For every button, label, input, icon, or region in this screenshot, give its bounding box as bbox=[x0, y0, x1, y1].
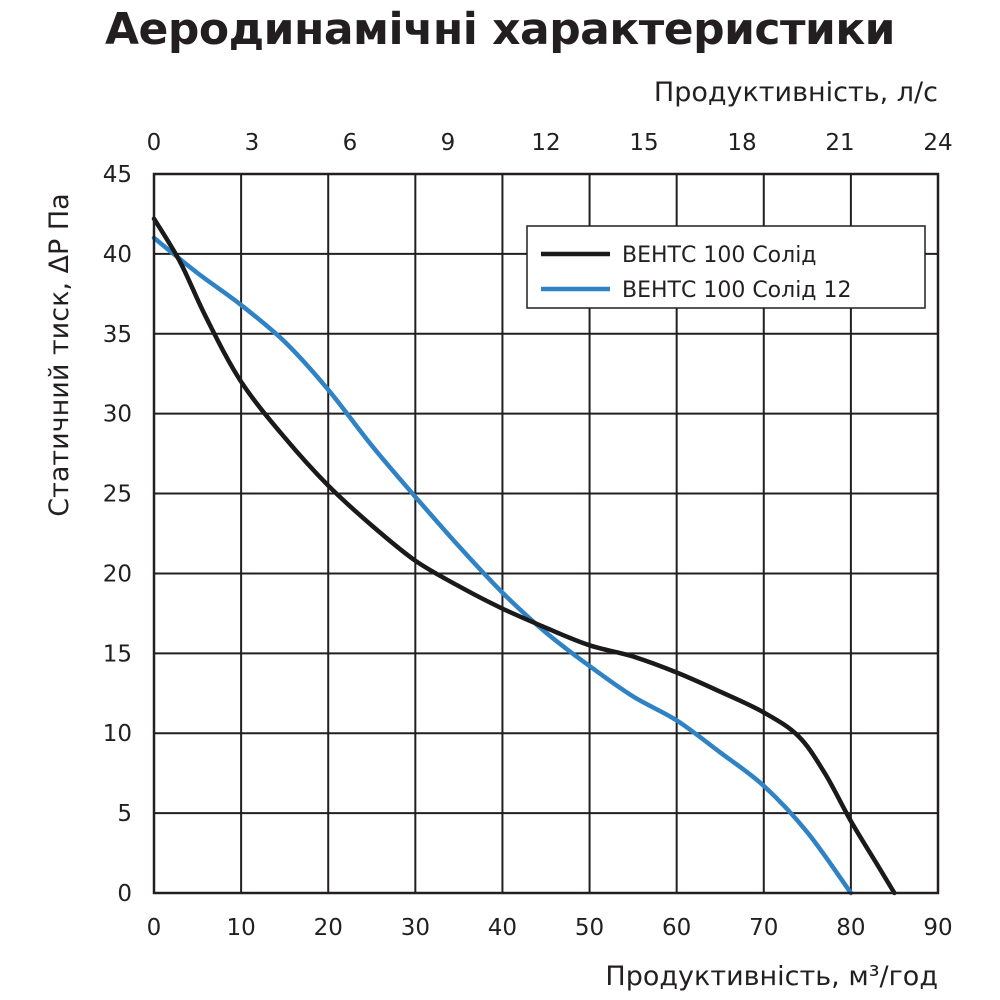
legend-label-1: ВЕНТС 100 Солід 12 bbox=[622, 278, 852, 303]
y-tick-label: 35 bbox=[103, 322, 132, 348]
y-tick-label: 0 bbox=[117, 881, 132, 907]
y-tick-label: 5 bbox=[117, 801, 132, 827]
y-tick-label: 25 bbox=[103, 482, 132, 508]
x2-tick-label: 15 bbox=[629, 130, 658, 156]
series-line-1 bbox=[151, 235, 854, 896]
x-tick-label: 70 bbox=[749, 915, 778, 941]
x-tick-label: 30 bbox=[401, 915, 430, 941]
x-axis-label: Продуктивність, м³/год bbox=[605, 961, 938, 992]
x-tick-label: 0 bbox=[147, 915, 162, 941]
y-tick-label: 45 bbox=[103, 162, 132, 188]
x-tick-label: 50 bbox=[575, 915, 604, 941]
x-tick-label: 40 bbox=[488, 915, 517, 941]
x-tick-label: 90 bbox=[923, 915, 952, 941]
x2-tick-label: 9 bbox=[441, 130, 456, 156]
legend: ВЕНТС 100 Солід ВЕНТС 100 Солід 12 bbox=[526, 225, 926, 309]
x2-tick-label: 3 bbox=[245, 130, 260, 156]
x-tick-labels: 0 10 20 30 40 50 60 70 80 90 bbox=[147, 915, 953, 941]
plot-frame bbox=[152, 172, 940, 895]
x2-tick-label: 12 bbox=[531, 130, 560, 156]
y-tick-label: 30 bbox=[103, 402, 132, 428]
legend-label-0: ВЕНТС 100 Солід bbox=[622, 243, 817, 268]
y-tick-label: 10 bbox=[103, 721, 132, 747]
x-tick-label: 80 bbox=[836, 915, 865, 941]
x2-tick-label: 24 bbox=[923, 130, 952, 156]
x2-tick-label: 0 bbox=[147, 130, 162, 156]
x2-tick-labels: 0 3 6 9 12 15 18 21 24 bbox=[147, 130, 953, 156]
y-tick-labels: 0 5 10 15 20 25 30 35 40 45 bbox=[103, 162, 132, 907]
x-tick-label: 60 bbox=[662, 915, 691, 941]
y-axis-label: Статичний тиск, ΔP Па bbox=[44, 193, 75, 516]
x2-tick-label: 21 bbox=[825, 130, 854, 156]
y-tick-label: 20 bbox=[103, 561, 132, 587]
y-tick-label: 15 bbox=[103, 641, 132, 667]
y-tick-label: 40 bbox=[103, 242, 132, 268]
legend-box bbox=[526, 225, 926, 309]
curves bbox=[151, 216, 897, 896]
x-tick-label: 10 bbox=[226, 915, 255, 941]
x-tick-label: 20 bbox=[314, 915, 343, 941]
series-line-0 bbox=[151, 216, 897, 896]
chart-title: Аеродинамічні характеристики bbox=[104, 4, 896, 55]
x2-tick-label: 18 bbox=[727, 130, 756, 156]
x2-axis-label: Продуктивність, л/с bbox=[654, 77, 938, 108]
x2-tick-label: 6 bbox=[343, 130, 358, 156]
